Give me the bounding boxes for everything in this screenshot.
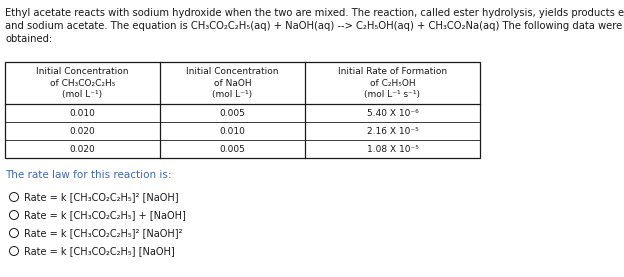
Text: and sodium acetate. The equation is CH₃CO₂C₂H₅(aq) + NaOH(aq) --> C₂H₅OH(aq) + C: and sodium acetate. The equation is CH₃C… xyxy=(5,21,622,31)
Text: 0.005: 0.005 xyxy=(220,145,245,153)
Text: The rate law for this reaction is:: The rate law for this reaction is: xyxy=(5,170,172,180)
Text: obtained:: obtained: xyxy=(5,34,52,44)
Text: 5.40 X 10⁻⁶: 5.40 X 10⁻⁶ xyxy=(367,109,418,117)
Bar xyxy=(5,62,480,158)
Text: Rate = k [CH₃CO₂C₂H₅] [NaOH]: Rate = k [CH₃CO₂C₂H₅] [NaOH] xyxy=(24,246,175,256)
Text: Initial Concentration
of NaOH
(mol L⁻¹): Initial Concentration of NaOH (mol L⁻¹) xyxy=(186,67,279,99)
Text: Rate = k [CH₃CO₂C₂H₅]² [NaOH]²: Rate = k [CH₃CO₂C₂H₅]² [NaOH]² xyxy=(24,228,182,238)
Text: 0.010: 0.010 xyxy=(69,109,95,117)
Text: Initial Concentration
of CH₃CO₂C₂H₅
(mol L⁻¹): Initial Concentration of CH₃CO₂C₂H₅ (mol… xyxy=(36,67,129,99)
Text: 1.08 X 10⁻⁵: 1.08 X 10⁻⁵ xyxy=(366,145,419,153)
Text: 0.020: 0.020 xyxy=(70,145,95,153)
Text: 0.005: 0.005 xyxy=(220,109,245,117)
Text: Rate = k [CH₃CO₂C₂H₅]² [NaOH]: Rate = k [CH₃CO₂C₂H₅]² [NaOH] xyxy=(24,192,178,202)
Text: Rate = k [CH₃CO₂C₂H₅] + [NaOH]: Rate = k [CH₃CO₂C₂H₅] + [NaOH] xyxy=(24,210,186,220)
Text: Initial Rate of Formation
of C₂H₅OH
(mol L⁻¹ s⁻¹): Initial Rate of Formation of C₂H₅OH (mol… xyxy=(338,67,447,99)
Text: 2.16 X 10⁻⁵: 2.16 X 10⁻⁵ xyxy=(367,127,418,135)
Text: Ethyl acetate reacts with sodium hydroxide when the two are mixed. The reaction,: Ethyl acetate reacts with sodium hydroxi… xyxy=(5,8,624,18)
Text: 0.020: 0.020 xyxy=(70,127,95,135)
Text: 0.010: 0.010 xyxy=(220,127,245,135)
